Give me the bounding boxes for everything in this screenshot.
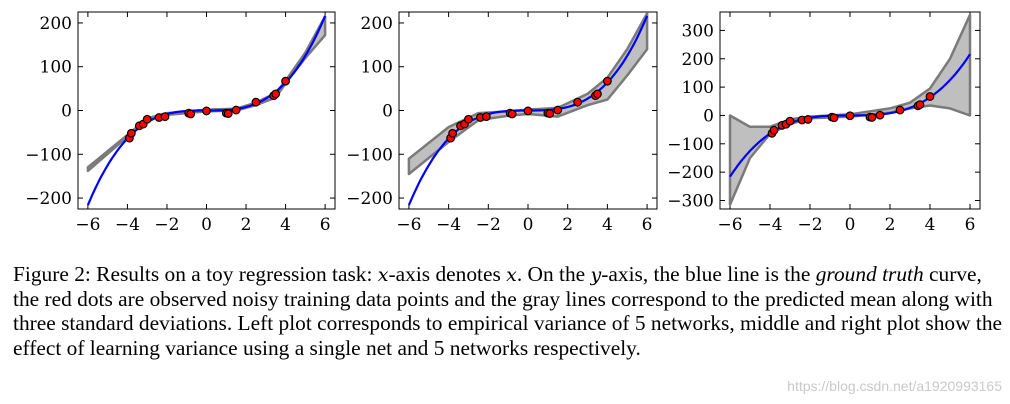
data-point <box>448 128 457 138</box>
y-tick-label: −300 <box>667 191 714 211</box>
x-tick-label: 6 <box>642 215 653 235</box>
x-tick-label: −4 <box>115 215 140 235</box>
data-point <box>553 105 563 115</box>
uncertainty-band <box>407 12 649 176</box>
data-point <box>785 116 795 126</box>
data-point <box>545 109 555 118</box>
y-tick-label: 100 <box>682 78 714 98</box>
y-tick-label: 200 <box>682 50 714 70</box>
plot-left: −6 −4 −2 0 2 4 6 200 100 0 −100 −200 <box>25 11 336 235</box>
data-point <box>523 106 533 116</box>
data-point <box>895 105 905 115</box>
data-point <box>803 115 813 124</box>
y-tick-label: −100 <box>25 145 72 165</box>
y-tick-label: −200 <box>25 189 72 209</box>
x-tick-label: 6 <box>320 215 331 235</box>
y-tick-label: 200 <box>361 14 393 34</box>
figure-plots: −6 −4 −2 0 2 4 6 200 100 0 −100 −200 −6 −4 −2 0 2 4 6 200 1… <box>25 11 981 235</box>
data-point <box>271 89 281 99</box>
x-tick-label: 2 <box>885 215 896 235</box>
y-tick-label: 300 <box>682 21 714 41</box>
uncertainty-band <box>86 15 327 173</box>
data-point <box>142 114 152 124</box>
uncertainty-band <box>728 13 972 206</box>
x-tick-label: −6 <box>396 215 421 235</box>
x-tick-label: −4 <box>436 215 461 235</box>
y-tick-label: −200 <box>667 163 714 183</box>
data-point <box>202 106 211 116</box>
x-tick-label: −2 <box>476 215 501 235</box>
data-point <box>251 97 261 107</box>
plot-middle: −6 −4 −2 0 2 4 6 200 100 0 −100 −200 <box>346 11 658 235</box>
data-point <box>915 100 925 110</box>
y-tick-label: −100 <box>346 145 393 165</box>
x-tick-label: −6 <box>717 215 742 235</box>
watermark: https://blog.csdn.net/a1920993165 <box>787 378 1002 394</box>
data-point <box>231 105 241 115</box>
x-tick-label: 4 <box>602 215 613 235</box>
x-tick-label: 2 <box>562 215 573 235</box>
data-point <box>829 113 839 123</box>
x-tick-label: 4 <box>925 215 936 235</box>
data-point <box>186 109 196 119</box>
plot-frame <box>719 11 981 210</box>
figure-caption: Figure 2: Results on a toy regression ta… <box>13 262 1003 360</box>
data-point <box>481 112 491 122</box>
x-tick-label: −2 <box>154 215 179 235</box>
y-tick-label: 100 <box>361 58 393 78</box>
data-point <box>875 110 885 120</box>
x-tick-label: 4 <box>280 215 291 235</box>
y-tick-label: 0 <box>61 102 72 122</box>
y-tick-label: 200 <box>40 14 72 34</box>
y-tick-label: −200 <box>346 189 393 209</box>
data-point <box>867 113 877 122</box>
plot-right: −6 −4 −2 0 2 4 6 300 200 100 0 −100 −200 −300 <box>667 11 981 235</box>
y-tick-label: 0 <box>382 102 393 122</box>
x-tick-label: 6 <box>965 215 976 235</box>
data-point <box>845 111 855 121</box>
data-point <box>769 125 779 135</box>
data-point <box>126 128 136 138</box>
x-tick-label: 0 <box>201 215 212 235</box>
data-point <box>507 109 517 119</box>
data-point <box>464 114 473 124</box>
x-tick-label: −6 <box>75 215 100 235</box>
x-tick-label: 2 <box>241 215 252 235</box>
y-tick-label: 0 <box>703 106 714 126</box>
data-point <box>593 89 602 99</box>
x-tick-label: 0 <box>523 215 534 235</box>
x-tick-label: 0 <box>845 215 856 235</box>
data-point <box>223 109 233 118</box>
data-point <box>160 112 170 122</box>
y-tick-label: −100 <box>667 135 714 155</box>
data-point <box>602 76 612 86</box>
data-point <box>281 76 290 86</box>
data-point <box>925 92 935 101</box>
y-tick-label: 100 <box>40 58 72 78</box>
data-point <box>573 97 583 107</box>
x-tick-label: −4 <box>757 215 782 235</box>
x-tick-label: −2 <box>797 215 822 235</box>
